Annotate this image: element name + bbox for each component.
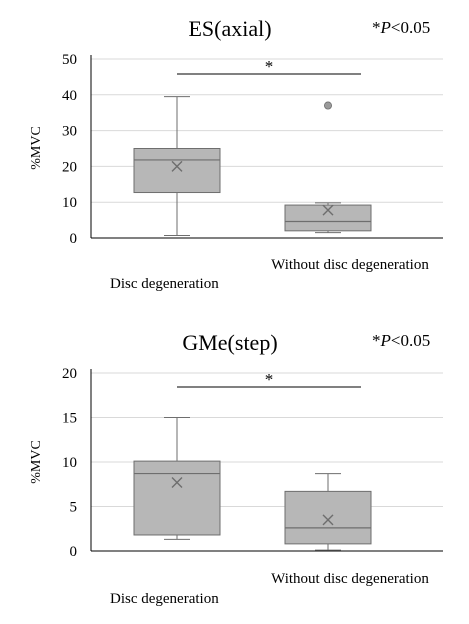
y-axis-label: %MVC xyxy=(29,126,44,170)
mean-marker-stroke xyxy=(171,476,183,488)
mean-marker xyxy=(322,204,334,216)
y-tick-label: 50 xyxy=(62,52,77,68)
x-category-label: Without disc degeneration xyxy=(271,257,429,273)
mean-marker xyxy=(322,514,334,526)
box-disc-degeneration xyxy=(133,417,221,540)
x-category-label: Disc degeneration xyxy=(110,591,219,607)
iqr-box xyxy=(133,148,221,194)
significance-note: *P<0.05 xyxy=(372,18,430,37)
y-tick-label: 0 xyxy=(70,231,78,247)
box-without-disc-degeneration xyxy=(284,473,372,551)
box-disc-degeneration xyxy=(133,96,221,236)
significance-note: *P<0.05 xyxy=(372,331,430,350)
y-tick-label: 5 xyxy=(70,500,78,516)
iqr-box xyxy=(284,204,372,232)
chart-title: ES(axial) xyxy=(188,16,271,41)
mean-marker-stroke xyxy=(322,204,334,216)
outlier-point xyxy=(323,101,332,110)
box-without-disc-degeneration xyxy=(284,101,372,234)
significance-star: * xyxy=(265,57,274,76)
mean-marker-stroke xyxy=(322,514,334,526)
significance-star: * xyxy=(265,370,274,389)
y-tick-label: 30 xyxy=(62,124,77,140)
y-tick-label: 0 xyxy=(70,544,78,560)
iqr-box xyxy=(284,490,372,545)
mean-marker-stroke xyxy=(171,160,183,172)
y-axis-label: %MVC xyxy=(29,440,44,484)
y-tick-label: 20 xyxy=(62,159,77,175)
y-tick-label: 15 xyxy=(62,411,77,427)
mean-marker xyxy=(171,476,183,488)
x-category-label: Disc degeneration xyxy=(110,276,219,292)
iqr-box xyxy=(133,460,221,536)
mean-marker xyxy=(171,160,183,172)
y-tick-label: 20 xyxy=(62,366,77,382)
chart-title: GMe(step) xyxy=(182,330,277,355)
chart-panel-1: ES(axial) *P<0.05 0 10 20 30 40 50 %MVC * Disc deg… xyxy=(29,16,443,292)
x-category-label: Without disc degeneration xyxy=(271,571,429,587)
y-tick-label: 10 xyxy=(62,455,77,471)
y-tick-label: 40 xyxy=(62,88,77,104)
chart-panel-2: GMe(step) *P<0.05 0 5 10 15 20 %MVC * Disc degene… xyxy=(29,330,443,607)
y-tick-label: 10 xyxy=(62,195,77,211)
